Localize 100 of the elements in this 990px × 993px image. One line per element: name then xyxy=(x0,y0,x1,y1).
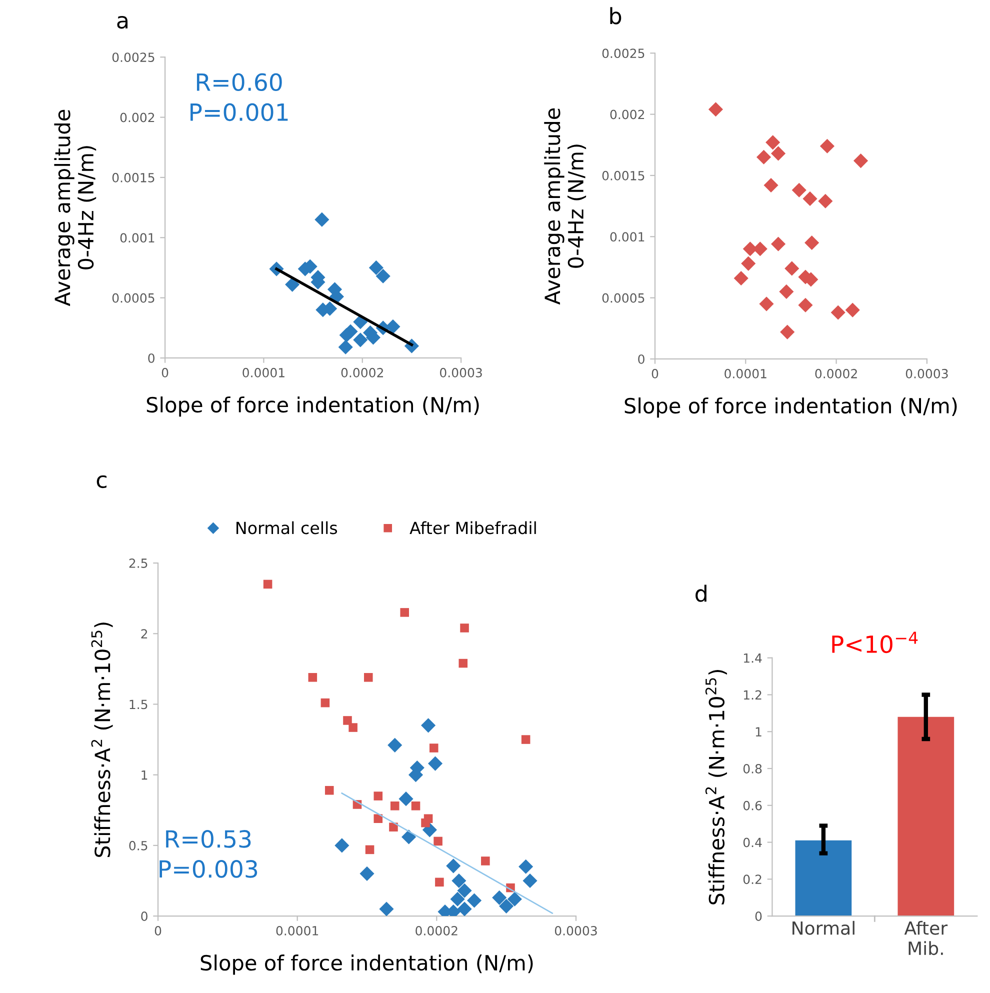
point xyxy=(457,902,472,916)
legend-label: Normal cells xyxy=(236,521,338,534)
x-axis-title: Slope of force indentation (N/m) xyxy=(146,396,479,417)
y-tick-label: 0 xyxy=(638,354,644,364)
point xyxy=(521,735,530,744)
point xyxy=(507,892,522,906)
point xyxy=(360,866,374,881)
x-tick-label: 0 xyxy=(162,368,168,378)
y-tick-label: 0.5 xyxy=(129,840,148,850)
y-tick-label: 1 xyxy=(142,770,148,780)
point xyxy=(364,673,373,682)
y-tick-label: 0.002 xyxy=(120,112,154,122)
x-tick-label: After Mib. xyxy=(904,920,948,956)
point xyxy=(792,182,806,198)
point xyxy=(780,324,795,340)
point xyxy=(766,135,780,150)
point xyxy=(263,580,272,589)
point xyxy=(402,830,416,844)
annotation: R=0.60 P=0.001 xyxy=(190,73,288,122)
point xyxy=(804,235,820,250)
point xyxy=(759,296,774,312)
point xyxy=(802,191,818,206)
point xyxy=(334,838,350,853)
y-tick-label: 1.4 xyxy=(744,654,762,663)
y-tick-label: 0 xyxy=(755,912,762,921)
y-tick-label: 0.0005 xyxy=(602,293,644,303)
point xyxy=(374,814,383,824)
y-tick-label: 1.5 xyxy=(130,700,148,710)
y-tick-label: 0.001 xyxy=(120,233,154,243)
point xyxy=(734,270,748,286)
point xyxy=(518,859,534,874)
point xyxy=(348,723,358,732)
point xyxy=(429,744,438,752)
y-tick-label: 0.6 xyxy=(743,800,762,810)
text: c xyxy=(96,475,106,488)
y-tick-label: 0.8 xyxy=(743,764,762,774)
x-tick-label: Normal xyxy=(792,920,854,935)
annotation: R=0.53 P=0.003 xyxy=(160,830,258,878)
point xyxy=(368,260,384,275)
y-axis-title: Stiffness·A$^{2}$ (N·m·10$^{25}$) xyxy=(705,670,727,904)
point xyxy=(376,268,390,284)
y-tick-label: 0 xyxy=(148,353,154,363)
point xyxy=(853,154,868,168)
x-tick-label: 0.0002 xyxy=(416,926,458,936)
point xyxy=(390,802,400,810)
x-tick-label: 0.0002 xyxy=(815,368,857,378)
point xyxy=(784,261,800,276)
y-tick-label: 2 xyxy=(141,629,148,638)
text: P<10$^{−4}$ xyxy=(832,632,918,654)
x-axis-title: Slope of force indentation (N/m) xyxy=(200,954,533,975)
x-tick-label: 0.0001 xyxy=(242,368,284,378)
point xyxy=(320,698,330,708)
x-tick-label: 0 xyxy=(652,368,658,378)
x-tick-label: 0.0002 xyxy=(341,368,383,378)
y-tick-label: 1.2 xyxy=(744,690,762,700)
y-tick-label: 0.0015 xyxy=(602,170,644,180)
point xyxy=(411,802,420,810)
y-tick-label: 2.5 xyxy=(129,558,148,568)
point xyxy=(386,319,400,334)
point xyxy=(452,873,466,888)
x-tick-label: 0.0001 xyxy=(724,368,766,378)
x-tick-label: 0.0003 xyxy=(906,368,948,378)
point xyxy=(400,608,410,617)
point xyxy=(343,716,352,725)
text: d xyxy=(696,584,706,602)
point xyxy=(466,893,482,908)
x-tick-label: 0.0003 xyxy=(440,368,482,378)
point xyxy=(374,792,383,800)
point xyxy=(446,858,461,874)
point xyxy=(798,298,813,312)
x-tick-label: 0.0003 xyxy=(554,926,597,936)
point xyxy=(457,883,472,898)
point xyxy=(379,902,394,916)
point xyxy=(421,718,436,733)
point xyxy=(492,890,507,905)
point xyxy=(820,138,835,154)
legend-label: After Mibefradil xyxy=(410,521,536,534)
point xyxy=(428,756,443,771)
y-tick-label: 0.0005 xyxy=(112,293,154,303)
point xyxy=(435,878,444,887)
y-tick-label: 0.2 xyxy=(743,874,762,884)
y-tick-label: 0 xyxy=(141,912,148,921)
x-axis-title: Slope of force indentation (N/m) xyxy=(624,397,957,418)
point xyxy=(770,236,786,252)
point xyxy=(365,845,374,854)
y-tick-label: 0.002 xyxy=(610,110,644,120)
point xyxy=(314,212,330,227)
point xyxy=(398,792,414,806)
text: a xyxy=(117,16,128,29)
point xyxy=(764,178,778,193)
y-axis-title: Average amplitude 0-4Hz (N/m) xyxy=(54,110,96,306)
y-tick-label: 0.4 xyxy=(743,838,762,848)
point xyxy=(338,340,353,354)
point xyxy=(741,256,756,271)
point xyxy=(830,305,846,320)
point xyxy=(388,738,402,752)
point xyxy=(308,673,318,682)
point xyxy=(460,624,469,632)
point xyxy=(499,898,514,914)
x-tick-label: 0.0001 xyxy=(276,926,318,936)
